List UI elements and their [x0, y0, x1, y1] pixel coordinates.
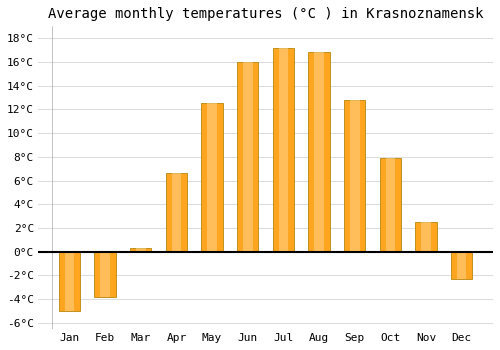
- Bar: [380, 158, 401, 252]
- Bar: [386, 158, 395, 252]
- Bar: [172, 174, 181, 252]
- Bar: [416, 222, 436, 252]
- Bar: [344, 100, 366, 252]
- Bar: [130, 248, 152, 252]
- Bar: [272, 48, 294, 252]
- Bar: [100, 252, 110, 297]
- Bar: [237, 62, 258, 252]
- Title: Average monthly temperatures (°C ) in Krasnoznamensk: Average monthly temperatures (°C ) in Kr…: [48, 7, 484, 21]
- Bar: [208, 103, 217, 252]
- Bar: [457, 252, 466, 279]
- Bar: [278, 48, 288, 252]
- Bar: [243, 62, 252, 252]
- Bar: [202, 103, 223, 252]
- Bar: [451, 252, 472, 279]
- Bar: [166, 174, 187, 252]
- Bar: [314, 52, 324, 252]
- Bar: [308, 52, 330, 252]
- Bar: [136, 248, 145, 252]
- Bar: [350, 100, 360, 252]
- Bar: [64, 252, 74, 311]
- Bar: [421, 222, 431, 252]
- Bar: [94, 252, 116, 297]
- Bar: [59, 252, 80, 311]
